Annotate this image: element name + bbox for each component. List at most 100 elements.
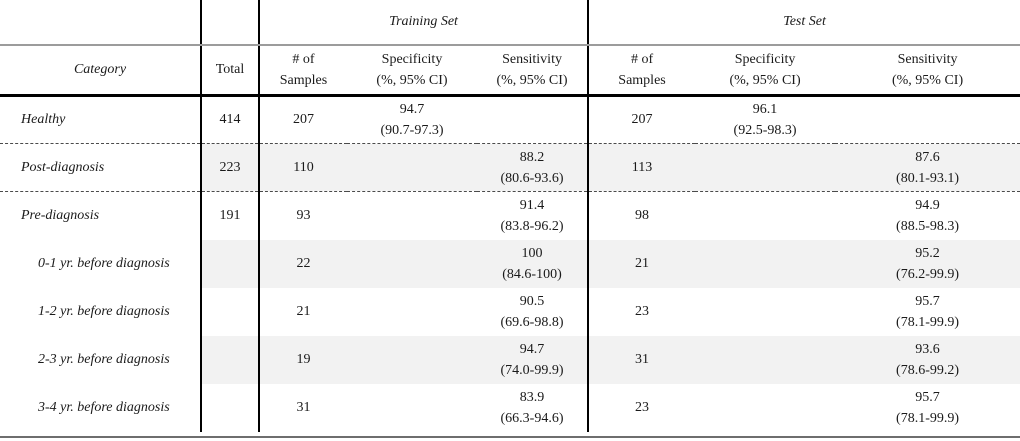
category-column-header: Category <box>0 45 202 97</box>
group-header-row: Training Set Test Set <box>0 0 1020 46</box>
sens-value: 95.2 <box>915 245 940 261</box>
test-samples-header-line2: Samples <box>618 73 666 88</box>
test-sensitivity-cell: 95.7 (78.1-99.9) <box>835 288 1020 336</box>
train-specificity-cell: 94.7 (90.7-97.3) <box>347 95 477 144</box>
table-row-post-diagnosis: Post-diagnosis 223 110 88.2 (80.6-93.6) … <box>0 143 1020 192</box>
test-specificity-column-header: Specificity (%, 95% CI) <box>695 45 836 97</box>
test-specificity-cell <box>695 192 835 240</box>
train-samples-cell: 93 <box>296 207 311 223</box>
sens-ci: (84.6-100) <box>502 266 562 282</box>
training-set-group-header: Training Set <box>259 0 590 46</box>
column-header-row: Category Total # of Samples Specificity … <box>0 45 1020 97</box>
total-cell <box>201 287 260 336</box>
table-row-pre-diagnosis: Pre-diagnosis 191 93 91.4 (83.8-96.2) 98 <box>0 191 1020 240</box>
category-cell: Healthy <box>0 95 202 144</box>
sens-value: 88.2 <box>519 149 545 165</box>
train-sensitivity-header-line1: Sensitivity <box>502 52 562 67</box>
sens-ci: (69.6-98.8) <box>500 314 564 330</box>
train-samples-column-header: # of Samples <box>259 45 347 97</box>
test-sensitivity-cell: 94.9 (88.5-98.3) <box>835 192 1020 240</box>
test-set-group-header: Test Set <box>588 0 1020 46</box>
category-cell: 1-2 yr. before diagnosis <box>0 287 202 336</box>
test-samples-cell: 113 <box>588 143 696 192</box>
table-row-healthy: Healthy 414 207 94.7 (90.7-97.3) 207 96.… <box>0 95 1020 144</box>
test-samples-cell: 207 <box>588 95 696 144</box>
category-cell: 0-1 yr. before diagnosis <box>0 239 202 288</box>
test-samples-cell: 23 <box>635 399 650 415</box>
sens-ci: (78.6-99.2) <box>896 362 960 378</box>
spec-ci: (90.7-97.3) <box>380 123 444 138</box>
sens-value: 95.7 <box>915 389 940 405</box>
train-sensitivity-cell: 94.7 (74.0-99.9) <box>477 335 590 384</box>
test-samples-column-header: # of Samples <box>588 45 696 97</box>
train-samples-cell: 110 <box>259 143 347 192</box>
test-samples-cell: 21 <box>588 239 696 288</box>
sens-ci: (74.0-99.9) <box>500 362 564 378</box>
test-sensitivity-cell <box>835 95 1020 144</box>
train-specificity-column-header: Specificity (%, 95% CI) <box>347 45 477 97</box>
train-samples-cell: 31 <box>296 399 311 415</box>
sens-ci: (76.2-99.9) <box>896 266 960 282</box>
sens-value: 91.4 <box>519 197 545 213</box>
train-sensitivity-header-line2: (%, 95% CI) <box>496 73 568 88</box>
test-specificity-cell <box>695 288 835 336</box>
sens-ci: (83.8-96.2) <box>500 218 564 234</box>
sens-ci: (80.1-93.1) <box>896 170 960 186</box>
test-sensitivity-header-line1: Sensitivity <box>897 52 958 67</box>
sens-ci: (80.6-93.6) <box>500 170 564 186</box>
sens-ci: (78.1-99.9) <box>896 410 960 426</box>
sens-value: 94.9 <box>915 197 940 213</box>
total-column-header: Total <box>201 45 260 97</box>
table-row-0-1-yr: 0-1 yr. before diagnosis 22 100 (84.6-10… <box>0 239 1020 288</box>
sens-value: 94.7 <box>519 341 545 357</box>
total-cell <box>201 239 260 288</box>
category-cell: 2-3 yr. before diagnosis <box>0 335 202 384</box>
train-sensitivity-column-header: Sensitivity (%, 95% CI) <box>477 45 590 97</box>
train-specificity-cell <box>347 192 477 240</box>
train-specificity-cell <box>347 335 477 384</box>
train-samples-cell: 22 <box>259 239 347 288</box>
spec-value: 94.7 <box>399 102 425 117</box>
category-cell: Post-diagnosis <box>0 143 202 192</box>
train-specificity-cell <box>347 143 477 192</box>
group-header-spacer-category <box>0 0 202 46</box>
test-sensitivity-cell: 95.7 (78.1-99.9) <box>835 384 1020 432</box>
train-sensitivity-cell: 91.4 (83.8-96.2) <box>477 191 590 240</box>
train-sensitivity-cell: 90.5 (69.6-98.8) <box>477 287 590 336</box>
table-bottom-rule <box>0 436 1020 438</box>
test-specificity-header-line1: Specificity <box>734 52 796 67</box>
test-specificity-cell <box>695 335 836 384</box>
total-cell <box>201 383 260 432</box>
train-samples-header-line2: Samples <box>279 73 328 88</box>
train-samples-header-line1: # of <box>292 52 315 67</box>
test-sensitivity-cell: 95.2 (76.2-99.9) <box>835 239 1020 288</box>
train-sensitivity-cell: 83.9 (66.3-94.6) <box>477 383 590 432</box>
train-samples-cell: 19 <box>259 335 347 384</box>
train-samples-cell: 21 <box>296 303 311 319</box>
total-cell: 191 <box>201 191 260 240</box>
sens-value: 95.7 <box>915 293 940 309</box>
train-sensitivity-cell <box>477 95 590 144</box>
train-specificity-cell <box>347 384 477 432</box>
sens-value: 87.6 <box>915 149 940 165</box>
test-sensitivity-cell: 93.6 (78.6-99.2) <box>835 335 1020 384</box>
total-cell: 223 <box>201 143 260 192</box>
test-samples-header-line1: # of <box>630 52 654 67</box>
spec-ci: (92.5-98.3) <box>733 123 797 138</box>
sens-value: 90.5 <box>519 293 545 309</box>
category-cell: Pre-diagnosis <box>0 191 202 240</box>
sens-ci: (66.3-94.6) <box>500 410 564 426</box>
test-sensitivity-header-line2: (%, 95% CI) <box>891 73 964 88</box>
sens-value: 93.6 <box>915 341 940 357</box>
train-specificity-cell <box>347 288 477 336</box>
train-sensitivity-cell: 88.2 (80.6-93.6) <box>477 143 590 192</box>
results-table: Training Set Test Set Category Total # o… <box>0 0 1020 432</box>
test-specificity-cell <box>695 384 835 432</box>
test-specificity-cell <box>695 143 836 192</box>
sens-value: 100 <box>521 245 543 261</box>
train-specificity-header-line2: (%, 95% CI) <box>376 73 448 88</box>
test-specificity-header-line2: (%, 95% CI) <box>729 73 801 88</box>
test-specificity-cell: 96.1 (92.5-98.3) <box>695 95 836 144</box>
total-cell <box>201 335 260 384</box>
